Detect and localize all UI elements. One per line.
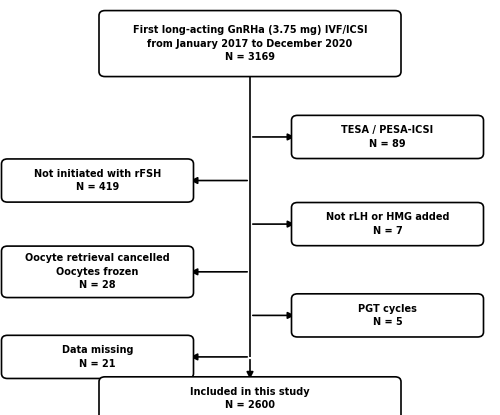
FancyBboxPatch shape: [2, 335, 194, 378]
FancyBboxPatch shape: [292, 294, 484, 337]
Text: PGT cycles
N = 5: PGT cycles N = 5: [358, 304, 417, 327]
Text: Included in this study
N = 2600: Included in this study N = 2600: [190, 387, 310, 410]
FancyBboxPatch shape: [2, 159, 194, 202]
Text: Not rLH or HMG added
N = 7: Not rLH or HMG added N = 7: [326, 212, 449, 236]
FancyBboxPatch shape: [99, 10, 401, 76]
Text: Oocyte retrieval cancelled
Oocytes frozen
N = 28: Oocyte retrieval cancelled Oocytes froze…: [25, 253, 170, 290]
FancyBboxPatch shape: [292, 203, 484, 246]
FancyBboxPatch shape: [292, 115, 484, 159]
Text: Not initiated with rFSH
N = 419: Not initiated with rFSH N = 419: [34, 169, 161, 192]
FancyBboxPatch shape: [2, 246, 194, 298]
FancyBboxPatch shape: [99, 377, 401, 415]
Text: TESA / PESA-ICSI
N = 89: TESA / PESA-ICSI N = 89: [342, 125, 434, 149]
Text: Data missing
N = 21: Data missing N = 21: [62, 345, 133, 369]
Text: First long-acting GnRHa (3.75 mg) IVF/ICSI
from January 2017 to December 2020
N : First long-acting GnRHa (3.75 mg) IVF/IC…: [133, 25, 367, 62]
